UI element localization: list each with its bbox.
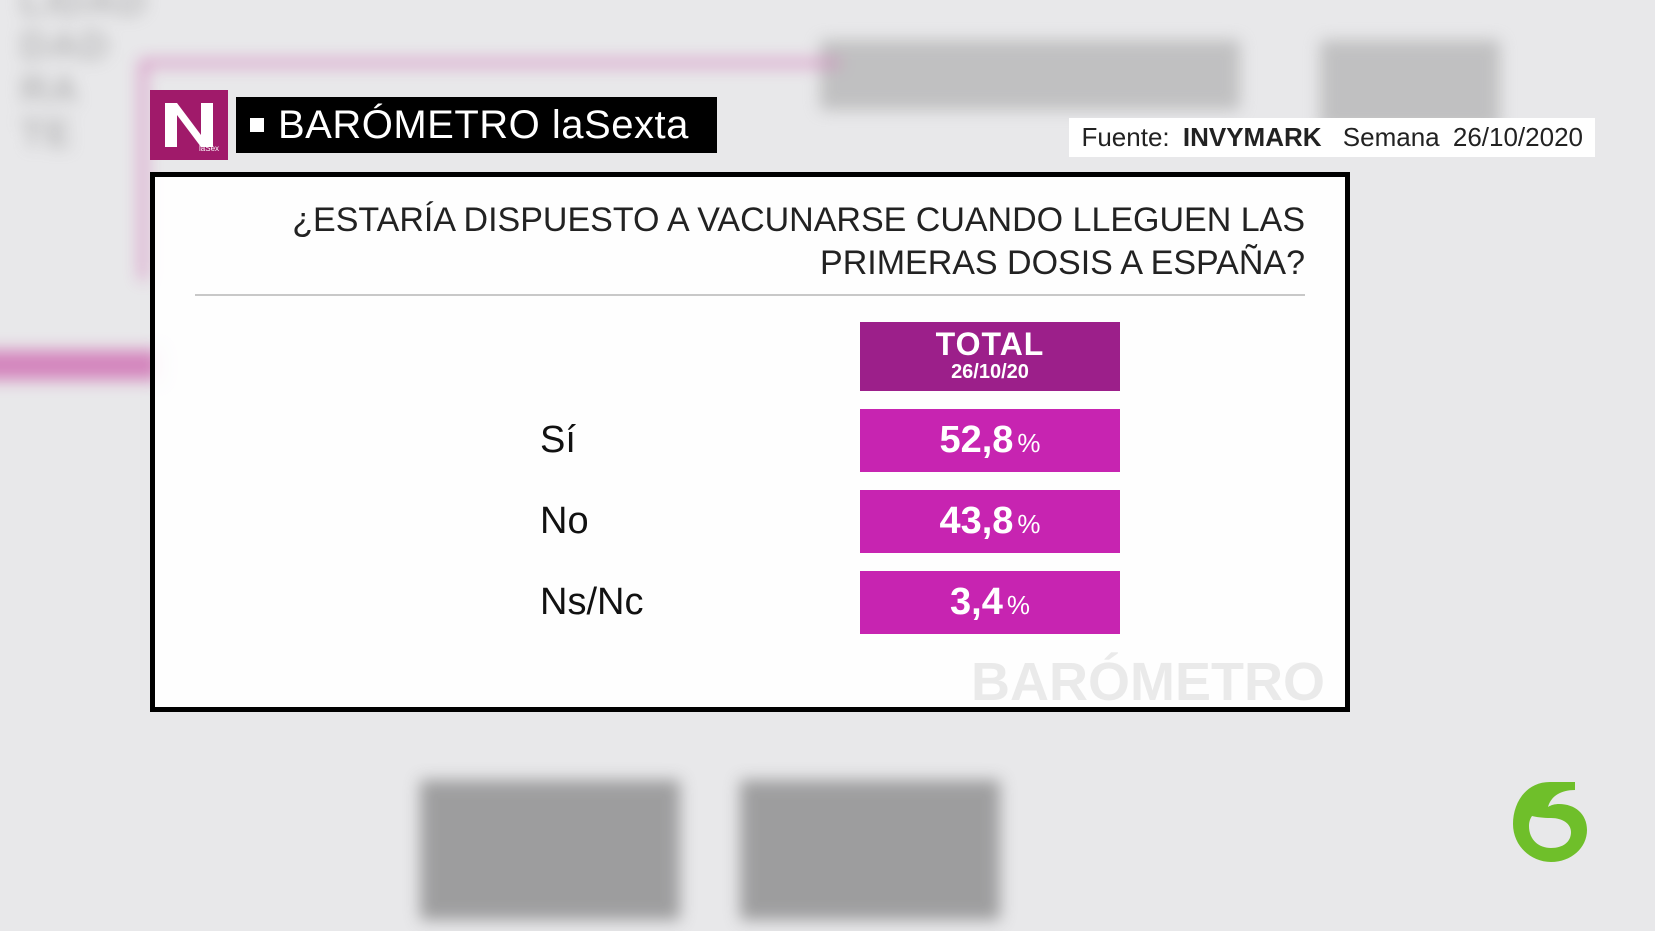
row-value-1-num: 43,8 — [939, 500, 1013, 543]
row-value-1-unit: % — [1017, 509, 1040, 540]
row-value-2-num: 3,4 — [950, 581, 1003, 624]
row-label-1: No — [380, 490, 860, 553]
title-bullet-icon — [250, 118, 264, 132]
column-header-title: TOTAL — [860, 328, 1120, 362]
source-caption: Fuente: INVYMARK Semana 26/10/2020 — [1069, 118, 1595, 157]
source-date: 26/10/2020 — [1453, 122, 1583, 152]
column-header: TOTAL 26/10/20 — [860, 322, 1120, 391]
noticias-logo: laSexta — [150, 90, 228, 160]
source-label: Fuente: — [1081, 122, 1169, 152]
source-week-label: Semana — [1343, 122, 1440, 152]
row-value-2-unit: % — [1007, 590, 1030, 621]
poll-table: TOTAL 26/10/20 Sí 52,8 % No 43,8 % Ns/Nc… — [195, 322, 1305, 634]
column-header-sub: 26/10/20 — [860, 362, 1120, 383]
row-value-1: 43,8 % — [860, 490, 1120, 553]
watermark-text: BARÓMETRO — [971, 651, 1325, 713]
lasexta-logo-icon — [1505, 776, 1595, 871]
svg-text:laSexta: laSexta — [199, 144, 219, 153]
row-value-2: 3,4 % — [860, 571, 1120, 634]
row-label-2: Ns/Nc — [380, 571, 860, 634]
row-value-0-unit: % — [1017, 428, 1040, 459]
title-text: BARÓMETRO laSexta — [278, 103, 689, 148]
poll-question: ¿ESTARÍA DISPUESTO A VACUNARSE CUANDO LL… — [195, 199, 1305, 296]
row-value-0: 52,8 % — [860, 409, 1120, 472]
source-name: INVYMARK — [1183, 122, 1322, 152]
row-label-0: Sí — [380, 409, 860, 472]
row-value-0-num: 52,8 — [939, 419, 1013, 462]
poll-panel: BARÓMETRO ¿ESTARÍA DISPUESTO A VACUNARSE… — [150, 172, 1350, 712]
title-bar: BARÓMETRO laSexta — [236, 97, 717, 153]
